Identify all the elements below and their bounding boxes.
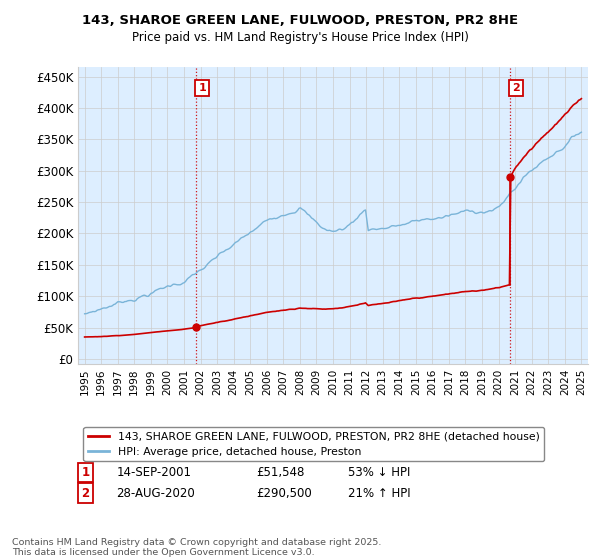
Text: Price paid vs. HM Land Registry's House Price Index (HPI): Price paid vs. HM Land Registry's House …	[131, 31, 469, 44]
Text: 53% ↓ HPI: 53% ↓ HPI	[348, 466, 410, 479]
Text: 143, SHAROE GREEN LANE, FULWOOD, PRESTON, PR2 8HE: 143, SHAROE GREEN LANE, FULWOOD, PRESTON…	[82, 14, 518, 27]
Text: £290,500: £290,500	[257, 487, 312, 500]
Text: Contains HM Land Registry data © Crown copyright and database right 2025.
This d: Contains HM Land Registry data © Crown c…	[12, 538, 382, 557]
Text: 1: 1	[198, 83, 206, 93]
Text: 2: 2	[82, 487, 90, 500]
Text: 2: 2	[512, 83, 520, 93]
Legend: 143, SHAROE GREEN LANE, FULWOOD, PRESTON, PR2 8HE (detached house), HPI: Average: 143, SHAROE GREEN LANE, FULWOOD, PRESTON…	[83, 427, 544, 461]
Text: £51,548: £51,548	[257, 466, 305, 479]
Text: 28-AUG-2020: 28-AUG-2020	[116, 487, 195, 500]
Text: 21% ↑ HPI: 21% ↑ HPI	[348, 487, 411, 500]
Text: 14-SEP-2001: 14-SEP-2001	[116, 466, 191, 479]
Text: 1: 1	[82, 466, 90, 479]
